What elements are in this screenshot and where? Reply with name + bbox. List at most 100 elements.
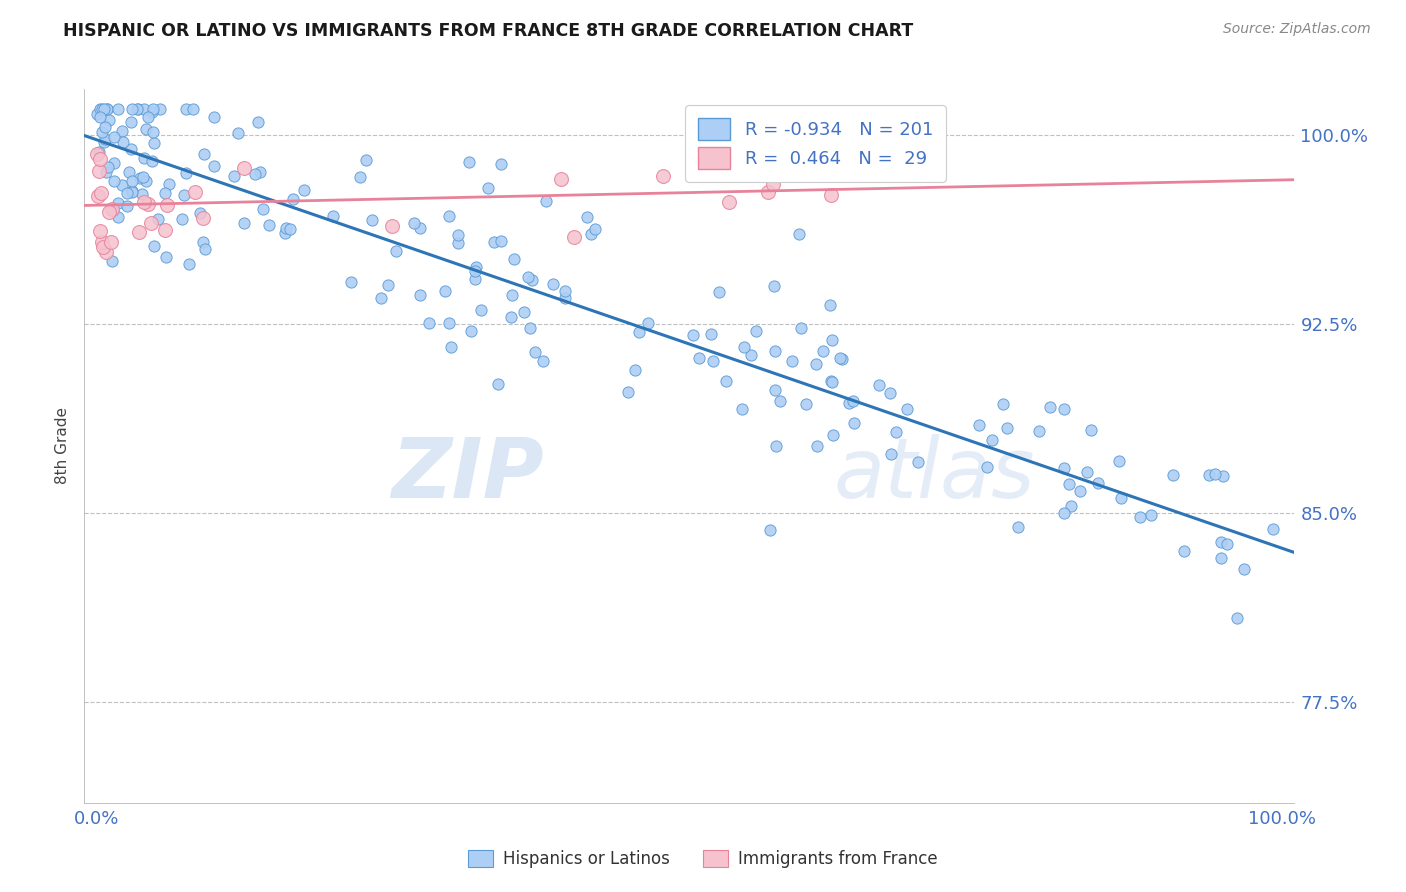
Point bbox=[790, 320, 813, 334]
Point bbox=[1263, 522, 1285, 536]
Point bbox=[794, 397, 817, 411]
Point bbox=[191, 235, 214, 249]
Point bbox=[828, 351, 851, 366]
Point bbox=[838, 396, 860, 410]
Point bbox=[1080, 423, 1102, 437]
Point bbox=[1053, 506, 1076, 520]
Point bbox=[232, 216, 254, 230]
Point bbox=[292, 184, 315, 198]
Point bbox=[155, 250, 177, 264]
Point bbox=[1108, 454, 1130, 468]
Point bbox=[763, 344, 786, 359]
Point bbox=[194, 242, 217, 256]
Point bbox=[135, 174, 157, 188]
Point bbox=[501, 288, 523, 302]
Point bbox=[823, 428, 845, 442]
Text: ZIP: ZIP bbox=[391, 434, 544, 515]
Point bbox=[1233, 562, 1256, 576]
Point bbox=[880, 447, 903, 461]
Point bbox=[370, 291, 392, 305]
Point bbox=[128, 225, 150, 239]
Point bbox=[91, 125, 114, 139]
Point bbox=[89, 110, 111, 124]
Point bbox=[541, 277, 564, 291]
Legend: Hispanics or Latinos, Immigrants from France: Hispanics or Latinos, Immigrants from Fr… bbox=[461, 843, 945, 875]
Point bbox=[1209, 535, 1232, 549]
Point bbox=[89, 152, 111, 166]
Point bbox=[1076, 465, 1098, 479]
Point bbox=[322, 209, 344, 223]
Point bbox=[142, 103, 165, 117]
Point bbox=[96, 103, 118, 117]
Point bbox=[688, 351, 710, 365]
Point bbox=[554, 291, 576, 305]
Point bbox=[820, 188, 842, 202]
Point bbox=[120, 115, 142, 129]
Point bbox=[141, 104, 163, 119]
Point bbox=[94, 120, 117, 135]
Point bbox=[134, 151, 156, 165]
Point bbox=[700, 327, 723, 342]
Point bbox=[245, 167, 267, 181]
Point bbox=[1053, 401, 1076, 416]
Point bbox=[184, 186, 207, 200]
Point bbox=[89, 224, 111, 238]
Point bbox=[831, 352, 853, 367]
Point bbox=[1140, 508, 1163, 523]
Point bbox=[1198, 467, 1220, 482]
Point bbox=[702, 354, 724, 368]
Point bbox=[385, 244, 408, 258]
Point bbox=[97, 112, 120, 127]
Point bbox=[202, 110, 225, 124]
Point bbox=[576, 210, 599, 224]
Text: atlas: atlas bbox=[834, 434, 1036, 515]
Point bbox=[583, 222, 606, 236]
Point bbox=[111, 123, 134, 137]
Point bbox=[97, 205, 120, 219]
Point bbox=[1087, 475, 1109, 490]
Point bbox=[349, 169, 371, 184]
Point bbox=[142, 136, 165, 150]
Point bbox=[120, 143, 142, 157]
Point bbox=[381, 219, 404, 234]
Point bbox=[1028, 424, 1050, 438]
Point bbox=[101, 202, 124, 216]
Point bbox=[103, 130, 125, 145]
Text: Source: ZipAtlas.com: Source: ZipAtlas.com bbox=[1223, 22, 1371, 37]
Point bbox=[408, 221, 430, 235]
Point bbox=[418, 317, 440, 331]
Point bbox=[155, 198, 177, 212]
Point bbox=[460, 324, 482, 338]
Point bbox=[191, 211, 214, 225]
Point bbox=[524, 344, 547, 359]
Point bbox=[879, 385, 901, 400]
Point bbox=[118, 165, 141, 179]
Point bbox=[115, 186, 138, 200]
Point bbox=[447, 227, 470, 242]
Point bbox=[91, 240, 114, 254]
Point bbox=[141, 153, 163, 168]
Point bbox=[226, 126, 249, 140]
Point bbox=[811, 344, 834, 359]
Point bbox=[107, 210, 129, 224]
Point bbox=[769, 394, 792, 409]
Point bbox=[127, 103, 149, 117]
Point bbox=[121, 174, 143, 188]
Point bbox=[579, 227, 602, 241]
Point bbox=[1209, 550, 1232, 565]
Text: HISPANIC OR LATINO VS IMMIGRANTS FROM FRANCE 8TH GRADE CORRELATION CHART: HISPANIC OR LATINO VS IMMIGRANTS FROM FR… bbox=[63, 22, 914, 40]
Point bbox=[121, 185, 143, 199]
Point bbox=[170, 212, 193, 227]
Point bbox=[519, 320, 541, 334]
Point bbox=[174, 103, 197, 117]
Point bbox=[896, 401, 918, 416]
Point bbox=[1109, 491, 1132, 506]
Point bbox=[91, 235, 114, 250]
Point bbox=[464, 271, 486, 285]
Point bbox=[91, 103, 114, 117]
Point bbox=[486, 377, 509, 392]
Point bbox=[1173, 544, 1195, 558]
Point bbox=[249, 165, 271, 179]
Point bbox=[89, 186, 111, 201]
Point bbox=[135, 122, 157, 136]
